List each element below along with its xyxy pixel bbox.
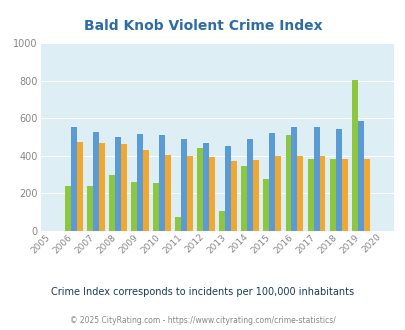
Bar [335, 129, 341, 231]
Text: © 2025 CityRating.com - https://www.cityrating.com/crime-statistics/: © 2025 CityRating.com - https://www.city… [70, 315, 335, 325]
Bar [253, 160, 259, 231]
Bar [115, 137, 121, 231]
Bar [351, 80, 357, 231]
Bar [143, 149, 149, 231]
Bar [219, 211, 225, 231]
Bar [263, 179, 269, 231]
Bar [231, 161, 237, 231]
Bar [65, 186, 70, 231]
Bar [275, 156, 281, 231]
Bar [269, 133, 275, 231]
Bar [77, 142, 83, 231]
Bar [98, 143, 104, 231]
Bar [109, 175, 115, 231]
Bar [164, 155, 171, 231]
Bar [225, 147, 231, 231]
Bar [285, 135, 291, 231]
Bar [197, 148, 202, 231]
Bar [136, 134, 143, 231]
Bar [241, 166, 247, 231]
Bar [153, 183, 159, 231]
Bar [175, 217, 181, 231]
Text: Bald Knob Violent Crime Index: Bald Knob Violent Crime Index [83, 19, 322, 33]
Bar [313, 127, 319, 231]
Bar [247, 139, 253, 231]
Bar [93, 132, 98, 231]
Bar [363, 159, 369, 231]
Bar [187, 156, 192, 231]
Bar [121, 145, 126, 231]
Bar [87, 186, 93, 231]
Bar [209, 157, 215, 231]
Bar [307, 159, 313, 231]
Bar [291, 127, 297, 231]
Bar [131, 182, 136, 231]
Bar [202, 143, 209, 231]
Bar [341, 159, 347, 231]
Text: Crime Index corresponds to incidents per 100,000 inhabitants: Crime Index corresponds to incidents per… [51, 287, 354, 297]
Bar [357, 120, 363, 231]
Bar [319, 156, 325, 231]
Bar [181, 139, 187, 231]
Bar [297, 156, 303, 231]
Bar [70, 127, 77, 231]
Bar [159, 135, 164, 231]
Bar [329, 159, 335, 231]
